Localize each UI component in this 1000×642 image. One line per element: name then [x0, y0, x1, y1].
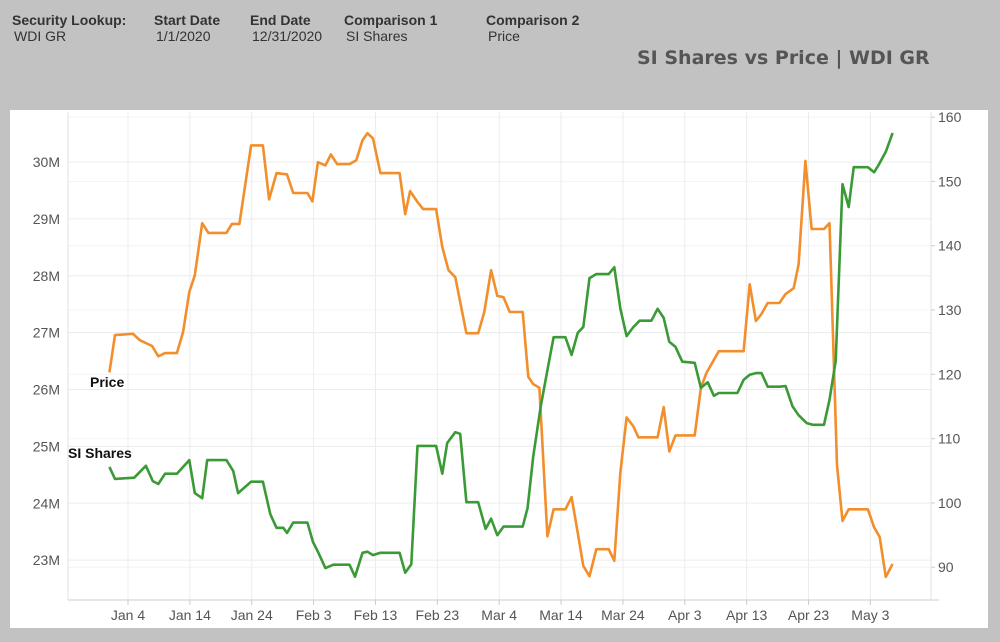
- left-axis-tick-label: 28M: [33, 268, 60, 284]
- series-line-price: [108, 131, 894, 579]
- right-axis-tick-label: 140: [938, 238, 962, 254]
- filter-label: End Date: [250, 12, 311, 28]
- filter-label: Comparison 2: [486, 12, 580, 28]
- x-axis-tick-label: Jan 14: [169, 607, 211, 623]
- x-axis-tick-label: Feb 23: [416, 607, 460, 623]
- right-axis-tick-label: 100: [938, 495, 962, 511]
- security-lookup-filter[interactable]: Security Lookup: WDI GR: [12, 12, 126, 44]
- end-date-filter[interactable]: End Date 12/31/2020: [250, 12, 322, 44]
- comparison-1-filter[interactable]: Comparison 1 SI Shares: [344, 12, 437, 44]
- series-line-si-shares: [108, 132, 894, 579]
- x-axis-tick-label: Apr 13: [726, 607, 767, 623]
- filter-value: Price: [488, 28, 520, 44]
- right-axis-tick-label: 110: [938, 431, 961, 447]
- filter-label: Start Date: [154, 12, 221, 28]
- series-label-si-shares: SI Shares: [68, 445, 132, 461]
- filter-value: SI Shares: [346, 28, 408, 44]
- filter-label: Security Lookup:: [12, 12, 127, 28]
- left-axis-tick-label: 24M: [33, 495, 60, 511]
- left-axis-tick-label: 27M: [33, 325, 60, 341]
- left-axis-tick-label: 23M: [33, 552, 60, 568]
- right-axis-tick-label: 130: [938, 302, 962, 318]
- x-axis-tick-label: Feb 13: [354, 607, 398, 623]
- right-axis-tick-label: 150: [938, 173, 962, 189]
- x-axis-tick-label: Jan 24: [231, 607, 273, 623]
- right-axis-tick-label: 120: [938, 366, 962, 382]
- x-axis-tick-label: May 3: [851, 607, 889, 623]
- right-axis-tick-label: 90: [938, 559, 954, 575]
- filter-value: 12/31/2020: [252, 28, 323, 44]
- filter-label: Comparison 1: [344, 12, 438, 28]
- left-axis-tick-label: 29M: [33, 211, 60, 227]
- start-date-filter[interactable]: Start Date 1/1/2020: [154, 12, 220, 44]
- series-label-price: Price: [90, 374, 124, 390]
- filter-value: 1/1/2020: [156, 28, 211, 44]
- x-axis-tick-label: Apr 23: [788, 607, 829, 623]
- x-axis-tick-label: Jan 4: [111, 607, 145, 623]
- left-axis-tick-label: 26M: [33, 382, 60, 398]
- comparison-2-filter[interactable]: Comparison 2 Price: [486, 12, 579, 44]
- chart-title: SI Shares vs Price | WDI GR: [637, 47, 930, 69]
- right-axis-tick-label: 160: [938, 109, 962, 125]
- x-axis-tick-label: Mar 24: [601, 607, 645, 623]
- filter-value: WDI GR: [14, 28, 67, 44]
- x-axis-tick-label: Mar 14: [539, 607, 583, 623]
- left-axis-tick-label: 25M: [33, 438, 60, 454]
- x-axis-tick-label: Mar 4: [481, 607, 517, 623]
- x-axis-tick-label: Feb 3: [296, 607, 332, 623]
- x-axis-tick-label: Apr 3: [668, 607, 702, 623]
- left-axis-tick-label: 30M: [33, 154, 60, 170]
